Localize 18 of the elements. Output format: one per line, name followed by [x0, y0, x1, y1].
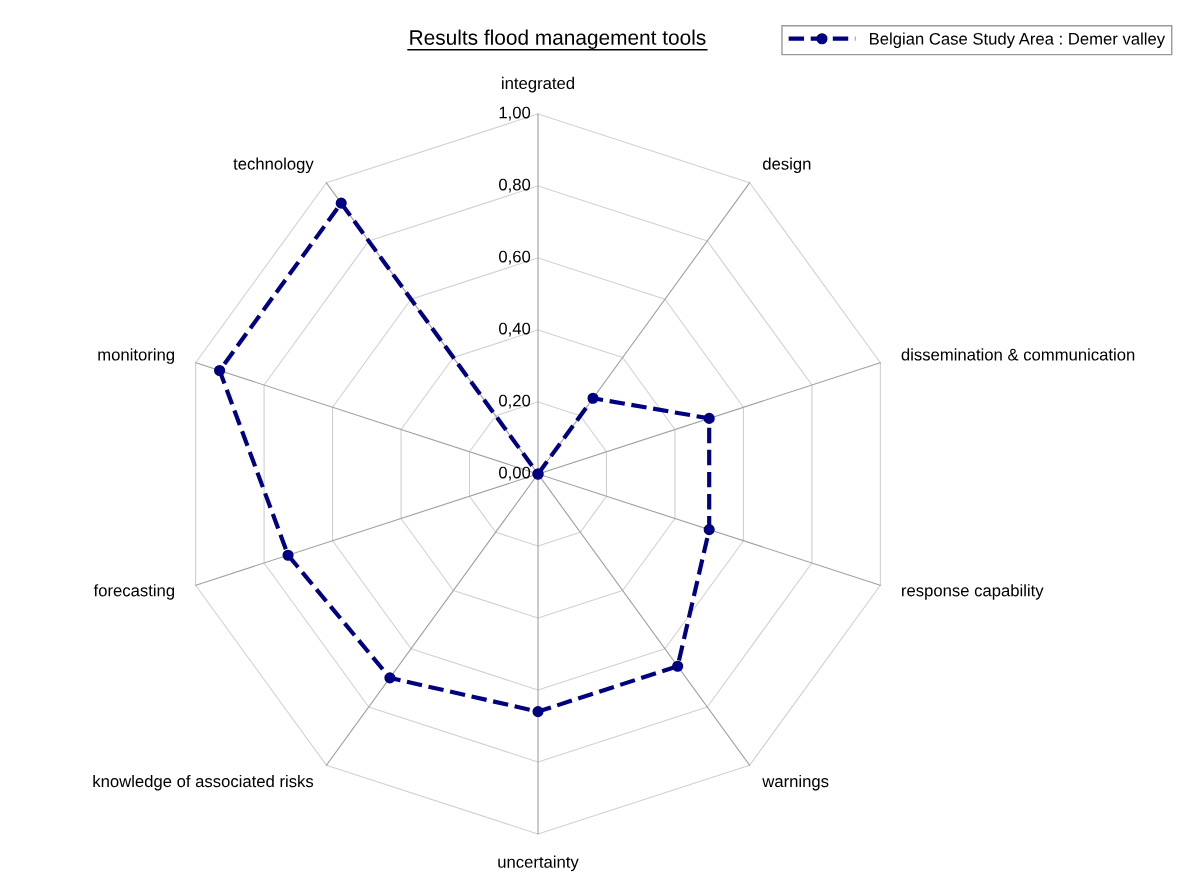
- chart-title: Results flood management tools: [410, 29, 706, 49]
- spoke-label: dissemination & communication: [901, 348, 1135, 361]
- y-tick-label: 0,40: [499, 322, 531, 337]
- spoke-label: forecasting: [93, 584, 175, 600]
- y-tick-label: 0,00: [499, 466, 531, 481]
- spoke-label: response capability: [902, 584, 1044, 600]
- spoke-label: design: [763, 157, 811, 174]
- spoke-label: integrated: [502, 76, 574, 93]
- spoke-label: knowledge of associated risks: [93, 774, 314, 791]
- y-tick-label: 0,80: [499, 178, 531, 193]
- spoke-label: uncertainty: [498, 855, 579, 872]
- y-tick-label: 0,20: [499, 394, 531, 409]
- spoke-label: warnings: [762, 774, 829, 791]
- y-tick-label: 0,60: [499, 250, 531, 265]
- spoke-label: monitoring: [98, 348, 175, 364]
- spoke-label: technology: [233, 157, 314, 174]
- y-tick-label: 1,00: [499, 106, 531, 121]
- legend-label: Belgian Case Study Area : Demer valley: [870, 32, 1166, 48]
